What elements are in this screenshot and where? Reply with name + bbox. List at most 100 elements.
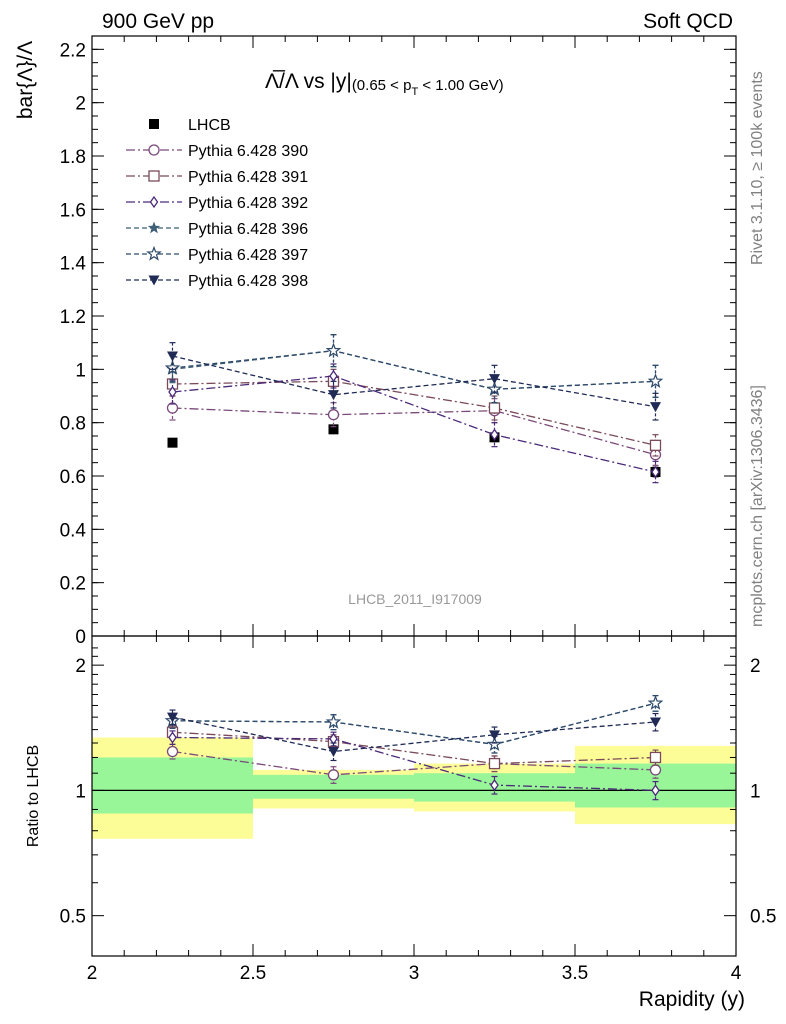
legend-label: LHCB [188,117,231,134]
main-series-1 [166,395,662,466]
ratio-y-tick-label: 2 [75,656,86,677]
main-data-point [325,342,342,358]
ratio-y-tick-label: 0.5 [60,907,86,928]
ratio-series-line-4 [172,702,656,746]
mcplots-label: mcplots.cern.ch [arXiv:1306.3436] [749,385,766,627]
legend-item: Pythia 6.428 396 [126,221,308,238]
legend-label: Pythia 6.428 397 [188,247,308,264]
ratio-data-point [649,751,662,764]
ratio-y-tick-label-right: 1 [750,781,761,802]
legend-item: Pythia 6.428 392 [126,195,308,212]
x-tick-label: 3 [409,963,420,984]
main-data-point [650,402,661,413]
ratio-y-tick-label: 1 [75,781,86,802]
main-series-layer [164,334,664,484]
main-title: Λ̅/Λ vs |y|(0.65 < pT < 1.00 GeV) [265,70,504,98]
main-data-point [328,390,339,401]
main-y-tick-label: 2 [75,94,86,115]
legend-marker [148,275,160,286]
main-y-tick-label: 2.2 [60,40,86,61]
main-y-tick-label: 0.8 [60,414,86,435]
main-y-tick-label: 1.4 [60,254,87,275]
legend-marker [147,221,161,234]
main-data-point [168,385,177,399]
x-tick-label: 4 [731,963,742,984]
ratio-data-point [167,712,178,723]
ratio-data-point [486,736,503,751]
main-series-0 [167,424,661,478]
main-y-tick-label: 0.6 [60,467,86,488]
header-right: Soft QCD [643,10,733,33]
ratio-data-point [649,764,662,776]
main-series-line-3 [172,375,656,473]
main-y-tick-label: 0.4 [60,520,87,541]
main-series-4 [166,334,662,404]
main-y-tick-label: 1.6 [60,200,86,221]
analysis-watermark: LHCB_2011_I917009 [348,591,482,607]
legend-label: Pythia 6.428 390 [188,143,308,160]
legend-label: Pythia 6.428 392 [188,195,308,212]
ratio-series-layer [164,694,664,801]
ratio-series-2 [168,730,660,801]
ratio-series-line-1 [172,731,656,765]
ratio-panel-frame [91,635,737,957]
legend-marker [149,119,159,129]
main-y-tick-label: 1.2 [60,307,86,328]
main-y-tick-label: 1.8 [60,147,86,168]
main-data-point [488,402,501,414]
legend-marker [148,144,160,156]
ratio-data-point [647,694,664,710]
legend-item: Pythia 6.428 390 [126,143,308,160]
ratio-data-point [489,730,500,741]
ratio-y-axis-label: Ratio to LHCB [25,745,42,847]
main-data-point [489,374,500,385]
ratio-series-line-5 [172,716,656,753]
main-y-tick-label: 1 [75,360,86,381]
main-y-axis-label: bar{Λ}/Λ [14,41,37,119]
main-y-tick-label: 0.2 [60,574,86,595]
main-series-line-6 [172,355,656,408]
main-series-line-1 [172,407,656,456]
main-series-6 [167,342,661,421]
main-data-point [327,409,340,421]
main-series-3 [168,363,660,484]
x-axis-label: Rapidity (y) [639,988,745,1011]
legend: LHCB Pythia 6.428 390 Pythia 6.428 391 Pyth… [126,117,308,290]
legend-label: Pythia 6.428 398 [188,273,308,290]
ratio-data-point [166,745,179,758]
ratio-data-point [325,713,342,729]
x-tick-label: 2 [87,963,98,984]
ratio-data-point [168,731,177,744]
ratio-data-point [488,757,501,770]
main-series-line-2 [172,380,656,446]
axes-layer: 0 0.2 0.4 0.6 0.8 1 1.2 1.4 1.6 1.8 2 2.2 0.5 0.5 1 1 2 2… [60,36,776,984]
main-series-line-5 [172,350,656,390]
ratio-data-point [650,717,661,728]
ratio-series-line-2 [172,736,656,792]
legend-marker [148,170,160,182]
x-tick-label: 3.5 [562,963,588,984]
ratio-y-tick-label-right: 2 [750,656,761,677]
inner-band [253,774,414,799]
legend-label: Pythia 6.428 396 [188,221,308,238]
ratio-series-5 [167,709,661,762]
legend-item: Pythia 6.428 391 [126,169,308,186]
main-y-tick-label: 0 [75,627,86,648]
main-series-5 [164,334,664,404]
main-data-point [164,359,181,375]
ratio-data-point [328,747,339,758]
ratio-y-tick-label-right: 0.5 [750,907,776,928]
ratio-data-point [327,769,340,781]
legend-item: LHCB [149,117,231,134]
ratio-series-line-0 [172,750,656,776]
legend-item: Pythia 6.428 397 [126,245,308,264]
legend-label: Pythia 6.428 391 [188,169,308,186]
x-tick-label: 2.5 [240,963,266,984]
legend-item: Pythia 6.428 398 [126,273,308,290]
main-data-point [651,465,660,479]
main-data-point [167,437,178,448]
main-data-point [649,439,662,451]
ratio-data-point [490,778,499,792]
ratio-data-point [651,784,660,797]
